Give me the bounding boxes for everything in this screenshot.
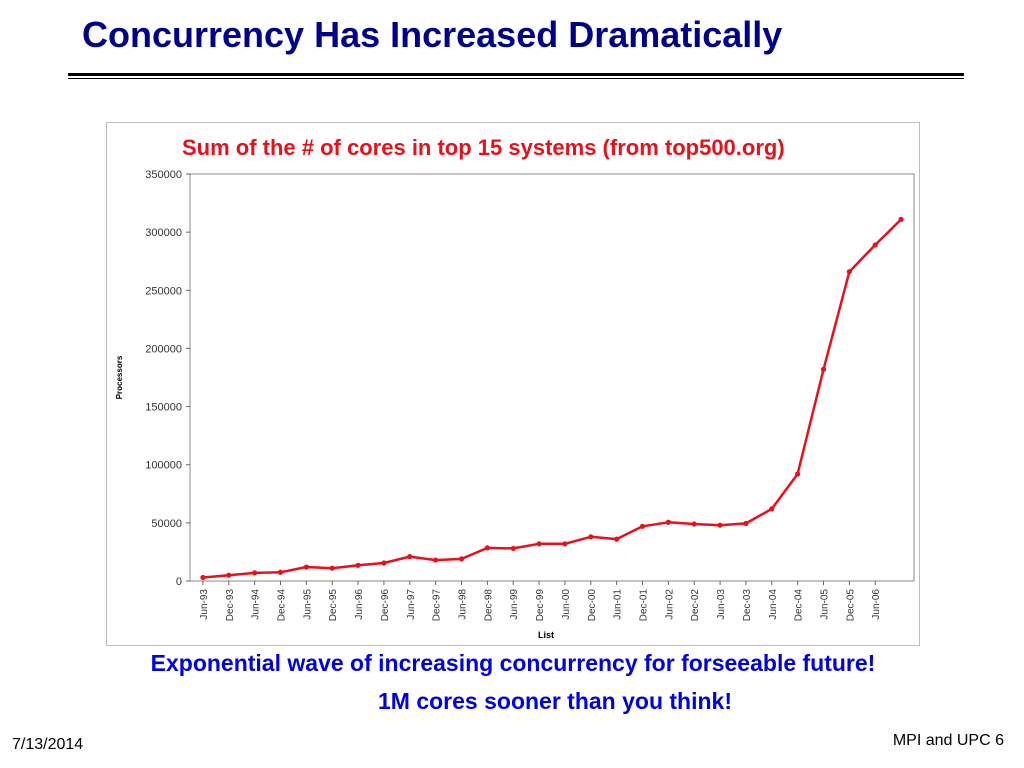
x-tick-label: Dec-99 xyxy=(535,589,546,622)
series-layer xyxy=(200,216,904,581)
y-axis-label: Processors xyxy=(115,355,124,399)
x-tick-label: Dec-98 xyxy=(483,589,494,622)
caption-line-1: Exponential wave of increasing concurren… xyxy=(150,650,876,676)
x-tick-label: Dec-02 xyxy=(690,589,701,622)
y-tick-label: 100000 xyxy=(145,460,182,472)
data-point xyxy=(407,553,413,560)
x-tick-label: Dec-94 xyxy=(277,589,288,622)
x-tick-label: Dec-93 xyxy=(225,589,236,622)
x-tick-label: Dec-96 xyxy=(380,589,391,622)
data-point xyxy=(743,520,749,527)
x-tick-label: Dec-01 xyxy=(639,589,650,622)
x-tick-label: Jun-01 xyxy=(613,589,624,620)
data-point xyxy=(536,541,542,547)
x-tick-label: Jun-05 xyxy=(820,589,831,620)
chart-title: Sum of the # of cores in top 15 systems … xyxy=(182,135,785,160)
data-point xyxy=(691,521,697,527)
x-tick-label: Jun-95 xyxy=(302,589,313,620)
y-tick-label: 0 xyxy=(176,576,182,588)
data-point xyxy=(355,562,361,568)
y-tick-labels: 0 50000 100000 150000 200000 250000 300000 3500… xyxy=(145,169,182,588)
x-tick-label: Jun-04 xyxy=(768,589,779,620)
data-point xyxy=(562,541,568,547)
x-tick-label: Jun-93 xyxy=(199,589,210,620)
data-point xyxy=(433,557,439,563)
y-tick-label: 250000 xyxy=(145,285,182,297)
x-tick-label: Dec-97 xyxy=(432,589,443,622)
data-point xyxy=(458,556,465,562)
data-point xyxy=(769,506,775,512)
x-tick-label: Dec-03 xyxy=(742,589,753,622)
caption-line-2: 1M cores sooner than you think! xyxy=(378,688,732,714)
footer-slide-label: MPI and UPC 6 xyxy=(892,732,1004,749)
axis-layer xyxy=(186,173,915,585)
x-axis-label: List xyxy=(538,630,554,640)
title-divider xyxy=(68,73,964,79)
series-line xyxy=(202,218,902,579)
y-tick-label: 300000 xyxy=(145,227,182,239)
x-tick-label: Jun-03 xyxy=(716,589,727,620)
data-point xyxy=(795,471,801,477)
slide-title: Concurrency Has Increased Dramatically xyxy=(82,14,783,55)
x-tick-label: Jun-98 xyxy=(458,589,469,620)
data-point xyxy=(277,569,284,575)
footer-date: 7/13/2014 xyxy=(12,736,84,753)
x-tick-label: Jun-96 xyxy=(354,589,365,620)
x-tick-label: Jun-99 xyxy=(509,589,520,620)
plot-area xyxy=(189,173,915,582)
data-point xyxy=(639,523,646,529)
x-tick-label: Jun-94 xyxy=(251,589,262,620)
data-point xyxy=(614,536,620,542)
x-tick-label: Jun-00 xyxy=(561,589,572,620)
x-tick-label: Dec-05 xyxy=(845,589,856,622)
data-point xyxy=(226,572,232,578)
y-tick-label: 350000 xyxy=(145,169,182,181)
data-point xyxy=(717,522,723,528)
data-point xyxy=(252,570,258,576)
y-tick-label: 200000 xyxy=(145,343,182,355)
x-tick-labels: Jun-93 Dec-93 Jun-94 Dec-94 Jun-95 Dec-95 Jun-… xyxy=(199,589,882,622)
x-tick-label: Dec-00 xyxy=(587,589,598,622)
data-point xyxy=(303,564,309,570)
data-point xyxy=(872,242,878,248)
data-point xyxy=(846,269,852,275)
data-point xyxy=(665,519,671,525)
x-tick-label: Jun-06 xyxy=(871,589,882,620)
y-tick-label: 150000 xyxy=(145,402,182,414)
data-point xyxy=(381,560,387,566)
data-point xyxy=(588,534,594,540)
data-point xyxy=(898,216,904,222)
x-tick-label: Jun-97 xyxy=(406,589,417,620)
x-tick-label: Jun-02 xyxy=(664,589,675,620)
line-chart: 0 50000 100000 150000 200000 250000 300000 3500… xyxy=(115,169,915,640)
data-point xyxy=(510,545,516,552)
x-tick-label: Dec-95 xyxy=(328,589,339,622)
data-point xyxy=(484,545,490,551)
data-point xyxy=(820,366,827,372)
y-tick-label: 50000 xyxy=(151,518,182,530)
x-tick-label: Dec-04 xyxy=(794,589,805,622)
data-point xyxy=(329,565,335,571)
data-point xyxy=(200,574,206,581)
